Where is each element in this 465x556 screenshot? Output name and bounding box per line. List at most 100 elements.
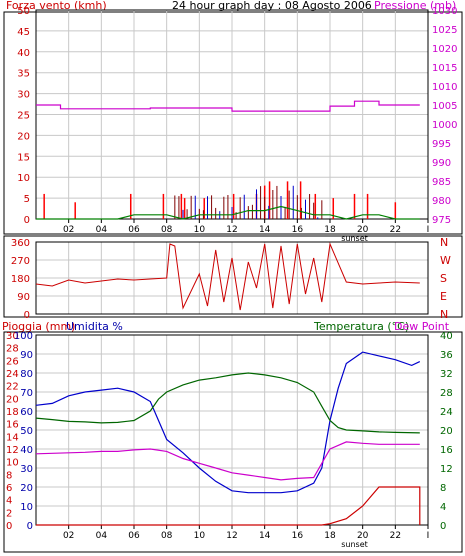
pressure-y-tick-label: 985 bbox=[432, 177, 451, 188]
compass-label: N bbox=[440, 236, 448, 249]
rain-y-tick-label: 0 bbox=[6, 521, 12, 532]
x-tick-label: I bbox=[427, 531, 430, 541]
humidity-y-tick-label: 0 bbox=[27, 521, 33, 532]
rain-line bbox=[36, 486, 421, 526]
rain-y-tick-label: 8 bbox=[6, 470, 12, 481]
humidity-y-tick-label: 60 bbox=[20, 407, 33, 418]
wind-y-tick-label: 35 bbox=[17, 69, 30, 80]
rain-y-tick-label: 2 bbox=[6, 508, 12, 519]
x-tick-label: 10 bbox=[194, 531, 206, 541]
temperature-line bbox=[35, 372, 420, 434]
x-tick-label: 16 bbox=[292, 225, 304, 235]
panel-frame-low bbox=[3, 331, 463, 553]
rain-y-tick-label: 30 bbox=[6, 331, 19, 342]
panel-frame-mid bbox=[3, 235, 463, 318]
wind-average-line bbox=[36, 205, 420, 220]
temperature-y-tick-label: 36 bbox=[440, 350, 453, 361]
temperature-y-tick-label: 24 bbox=[440, 407, 453, 418]
wind-y-tick-label: 15 bbox=[17, 152, 30, 163]
rain-y-tick-label: 24 bbox=[6, 369, 19, 380]
wind-y-tick-label: 30 bbox=[17, 90, 30, 101]
pressure-y-tick-label: 1015 bbox=[432, 63, 457, 74]
temperature-y-tick-label: 40 bbox=[440, 331, 453, 342]
rain-y-tick-label: 28 bbox=[6, 344, 19, 355]
rain-y-tick-label: 22 bbox=[6, 382, 19, 393]
compass-label: S bbox=[440, 272, 447, 285]
pressure-y-tick-label: 1030 bbox=[432, 6, 457, 17]
temperature-y-tick-label: 32 bbox=[440, 369, 453, 380]
x-tick-label: 14 bbox=[259, 225, 271, 235]
plot-area-mid bbox=[35, 241, 429, 315]
rain-y-tick-label: 10 bbox=[6, 458, 19, 469]
x-tick-label: 22 bbox=[390, 225, 401, 235]
direction-y-tick-label: 270 bbox=[11, 256, 30, 267]
panel-frame-top bbox=[3, 11, 463, 235]
sunset-label: sunset bbox=[341, 234, 368, 243]
wind-axis-title: Forza vento (kmh) bbox=[6, 0, 107, 12]
humidity-y-tick-label: 40 bbox=[20, 445, 33, 456]
x-tick-label: 02 bbox=[63, 225, 74, 235]
x-tick-label: 16 bbox=[292, 531, 304, 541]
rain-y-tick-label: 6 bbox=[6, 483, 12, 494]
x-tick-label: 04 bbox=[96, 225, 108, 235]
wind-y-tick-label: 0 bbox=[24, 215, 30, 226]
wind-y-tick-label: 40 bbox=[17, 48, 30, 59]
dewpoint-axis-title: Dew Point bbox=[394, 320, 450, 333]
compass-label: E bbox=[440, 290, 447, 303]
pressure-line bbox=[36, 100, 420, 112]
humidity-y-tick-label: 90 bbox=[20, 350, 33, 361]
pressure-y-tick-label: 1020 bbox=[432, 44, 457, 55]
pressure-y-tick-label: 990 bbox=[432, 158, 451, 169]
pressure-y-tick-label: 1005 bbox=[432, 101, 457, 112]
rain-y-tick-label: 12 bbox=[6, 445, 19, 456]
wind-y-tick-label: 50 bbox=[17, 6, 30, 17]
x-tick-label: 08 bbox=[161, 531, 173, 541]
temperature-axis-title: Temperatura (°C) bbox=[314, 320, 410, 333]
temperature-y-tick-label: 28 bbox=[440, 388, 453, 399]
rain-y-tick-label: 20 bbox=[6, 394, 19, 405]
humidity-y-tick-label: 50 bbox=[20, 426, 33, 437]
direction-y-tick-label: 360 bbox=[11, 238, 30, 249]
chart-title: 24 hour graph day : 08 Agosto 2006 bbox=[172, 0, 372, 12]
wind-y-tick-label: 25 bbox=[17, 111, 30, 122]
temperature-y-tick-label: 4 bbox=[440, 502, 446, 513]
pressure-y-tick-label: 980 bbox=[432, 196, 451, 207]
rain-y-tick-label: 26 bbox=[6, 356, 19, 367]
x-tick-label: 04 bbox=[96, 531, 108, 541]
pressure-y-tick-label: 1025 bbox=[432, 25, 457, 36]
x-tick-label: 06 bbox=[128, 531, 140, 541]
x-tick-label: 08 bbox=[161, 225, 173, 235]
wind-direction-line bbox=[35, 242, 420, 311]
pressure-axis-title: Pressione (mb) bbox=[374, 0, 457, 12]
wind-y-tick-label: 10 bbox=[17, 173, 30, 184]
humidity-axis-title: Umidita % bbox=[66, 320, 123, 333]
direction-y-tick-label: 90 bbox=[17, 292, 30, 303]
rain-axis-title: Pioggia (mm) bbox=[2, 320, 76, 333]
compass-label: W bbox=[440, 254, 451, 267]
direction-y-tick-label: 0 bbox=[24, 310, 30, 321]
humidity-y-tick-label: 20 bbox=[20, 483, 33, 494]
x-tick-label: 02 bbox=[63, 531, 74, 541]
dewpoint-line bbox=[35, 441, 420, 481]
pressure-y-tick-label: 995 bbox=[432, 139, 451, 150]
pressure-y-tick-label: 1010 bbox=[432, 82, 457, 93]
humidity-y-tick-label: 100 bbox=[14, 331, 33, 342]
temperature-y-tick-label: 12 bbox=[440, 464, 453, 475]
wind-y-tick-label: 5 bbox=[24, 194, 30, 205]
rain-y-tick-label: 14 bbox=[6, 432, 19, 443]
pressure-y-tick-label: 975 bbox=[432, 215, 451, 226]
temperature-y-tick-label: 16 bbox=[440, 445, 453, 456]
wind-y-tick-label: 20 bbox=[17, 131, 30, 142]
rain-y-tick-label: 16 bbox=[6, 420, 19, 431]
temperature-y-tick-label: 20 bbox=[440, 426, 453, 437]
x-tick-label: 12 bbox=[226, 225, 237, 235]
direction-y-tick-label: 180 bbox=[11, 274, 30, 285]
humidity-y-tick-label: 10 bbox=[20, 502, 33, 513]
temperature-y-tick-label: 0 bbox=[440, 521, 446, 532]
x-tick-label: 12 bbox=[226, 531, 237, 541]
x-tick-label: 06 bbox=[128, 225, 140, 235]
x-tick-label: 10 bbox=[194, 225, 206, 235]
humidity-y-tick-label: 70 bbox=[20, 388, 33, 399]
